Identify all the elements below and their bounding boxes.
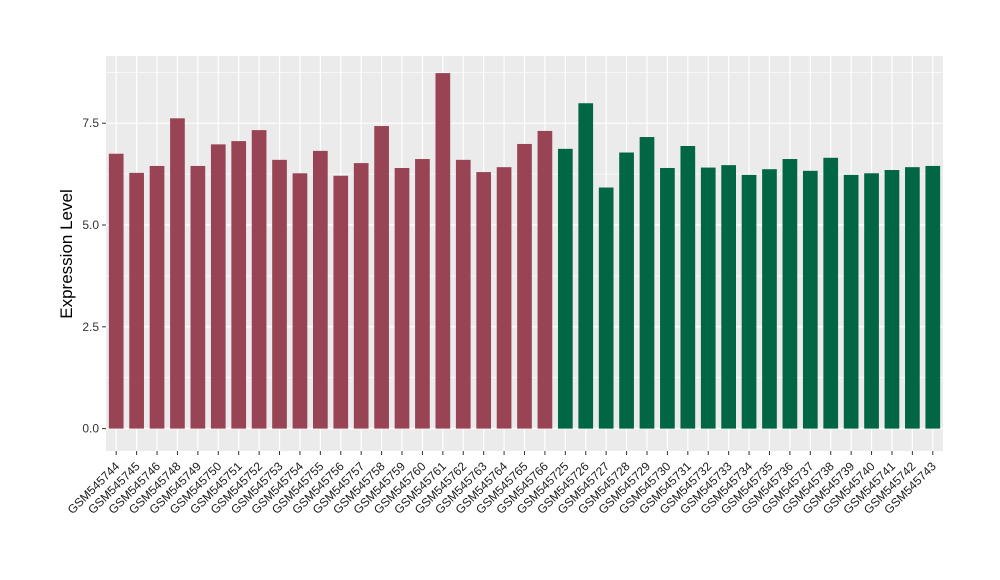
bar-GSM545725 [557, 148, 573, 429]
bar-GSM545762 [455, 159, 471, 429]
bar-GSM545729 [639, 137, 655, 429]
bar-GSM545735 [762, 169, 777, 429]
bar-GSM545751 [231, 141, 247, 429]
bar-GSM545765 [517, 143, 532, 429]
bar-GSM545750 [210, 144, 226, 429]
y-tick-label: 7.5 [82, 116, 99, 130]
bar-GSM545726 [578, 103, 594, 429]
bar-GSM545746 [149, 165, 165, 429]
bar-GSM545766 [537, 130, 553, 429]
bar-GSM545743 [925, 165, 941, 429]
bar-GSM545744 [108, 153, 124, 429]
bar-GSM545748 [170, 118, 185, 429]
bar-GSM545740 [864, 173, 879, 429]
bar-GSM545738 [823, 157, 839, 429]
bar-GSM545745 [129, 172, 144, 429]
bar-GSM545737 [802, 170, 818, 429]
bar-GSM545732 [700, 167, 716, 429]
bar-GSM545759 [394, 167, 410, 429]
bar-GSM545728 [619, 152, 634, 429]
y-axis-title: Expression Level [57, 189, 76, 318]
bar-GSM545761 [435, 73, 451, 429]
bar-GSM545739 [843, 174, 859, 429]
bar-GSM545757 [353, 163, 369, 429]
y-tick-label: 2.5 [82, 320, 99, 334]
x-axis: GSM545744GSM545745GSM545746GSM545748GSM5… [65, 451, 939, 517]
bars [108, 73, 941, 429]
bar-GSM545736 [782, 159, 798, 429]
bar-GSM545758 [374, 126, 389, 429]
bar-GSM545742 [905, 167, 920, 429]
bar-GSM545756 [333, 175, 349, 429]
bar-GSM545734 [741, 174, 757, 429]
bar-GSM545752 [251, 130, 267, 429]
bar-GSM545763 [476, 172, 492, 429]
bar-GSM545749 [190, 165, 206, 429]
bar-GSM545764 [496, 167, 512, 429]
y-axis: 0.0 2.5 5.0 7.5 [82, 116, 106, 436]
bar-GSM545753 [272, 159, 287, 429]
bar-GSM545727 [598, 187, 614, 429]
y-tick-label: 0.0 [82, 422, 99, 436]
bar-GSM545754 [292, 173, 308, 429]
bar-GSM545760 [415, 159, 430, 429]
y-tick-label: 5.0 [82, 218, 99, 232]
bar-GSM545741 [884, 170, 900, 429]
bar-GSM545730 [660, 167, 675, 429]
bar-GSM545733 [721, 165, 736, 429]
bar-GSM545755 [313, 150, 328, 429]
bar-GSM545731 [680, 145, 696, 429]
